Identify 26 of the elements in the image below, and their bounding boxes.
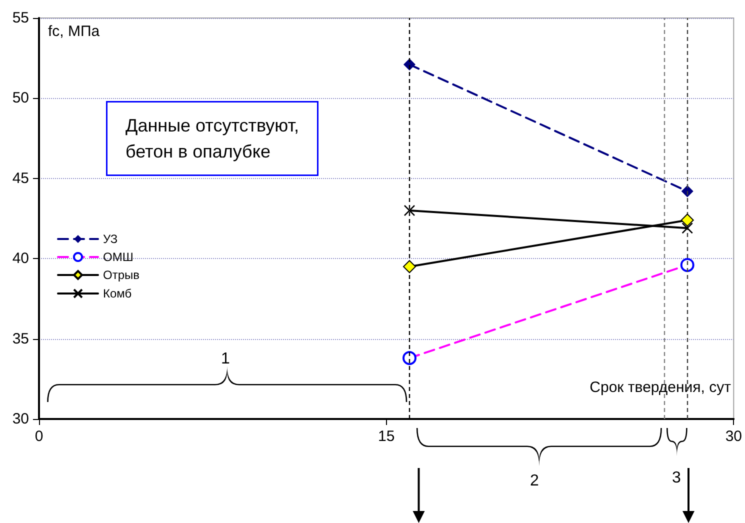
x-tick-label: 15 xyxy=(378,428,395,445)
point xyxy=(681,185,694,198)
x-tick-label: 30 xyxy=(725,428,742,445)
y-tick-label: 45 xyxy=(12,170,29,187)
legend-label: ОМШ xyxy=(103,250,134,264)
y-axis-title: fc, МПа xyxy=(48,23,100,40)
point xyxy=(402,351,416,366)
point xyxy=(404,204,416,216)
annotation: Данные отсутствуют, бетон в опалубке xyxy=(126,116,299,162)
point xyxy=(402,260,416,274)
y-tick-label: 55 xyxy=(12,10,29,26)
text: 2 xyxy=(530,472,539,490)
point xyxy=(682,222,693,234)
y-tick-label: 30 xyxy=(12,410,29,428)
y-tick-label: 50 xyxy=(12,90,29,107)
legend-label: Отрыв xyxy=(103,268,140,282)
y-tick-label: 40 xyxy=(12,250,29,268)
x-tick-label: 0 xyxy=(34,428,44,445)
annotation: 1 xyxy=(221,350,230,368)
legend-label: УЗ xyxy=(103,232,118,246)
legend-label: Комб xyxy=(103,286,132,300)
y-tick-label: 35 xyxy=(12,330,29,348)
text: 3 xyxy=(672,470,681,486)
x-axis-title: Срок твердения, сут xyxy=(590,379,732,396)
point xyxy=(680,214,694,227)
point xyxy=(680,258,694,272)
